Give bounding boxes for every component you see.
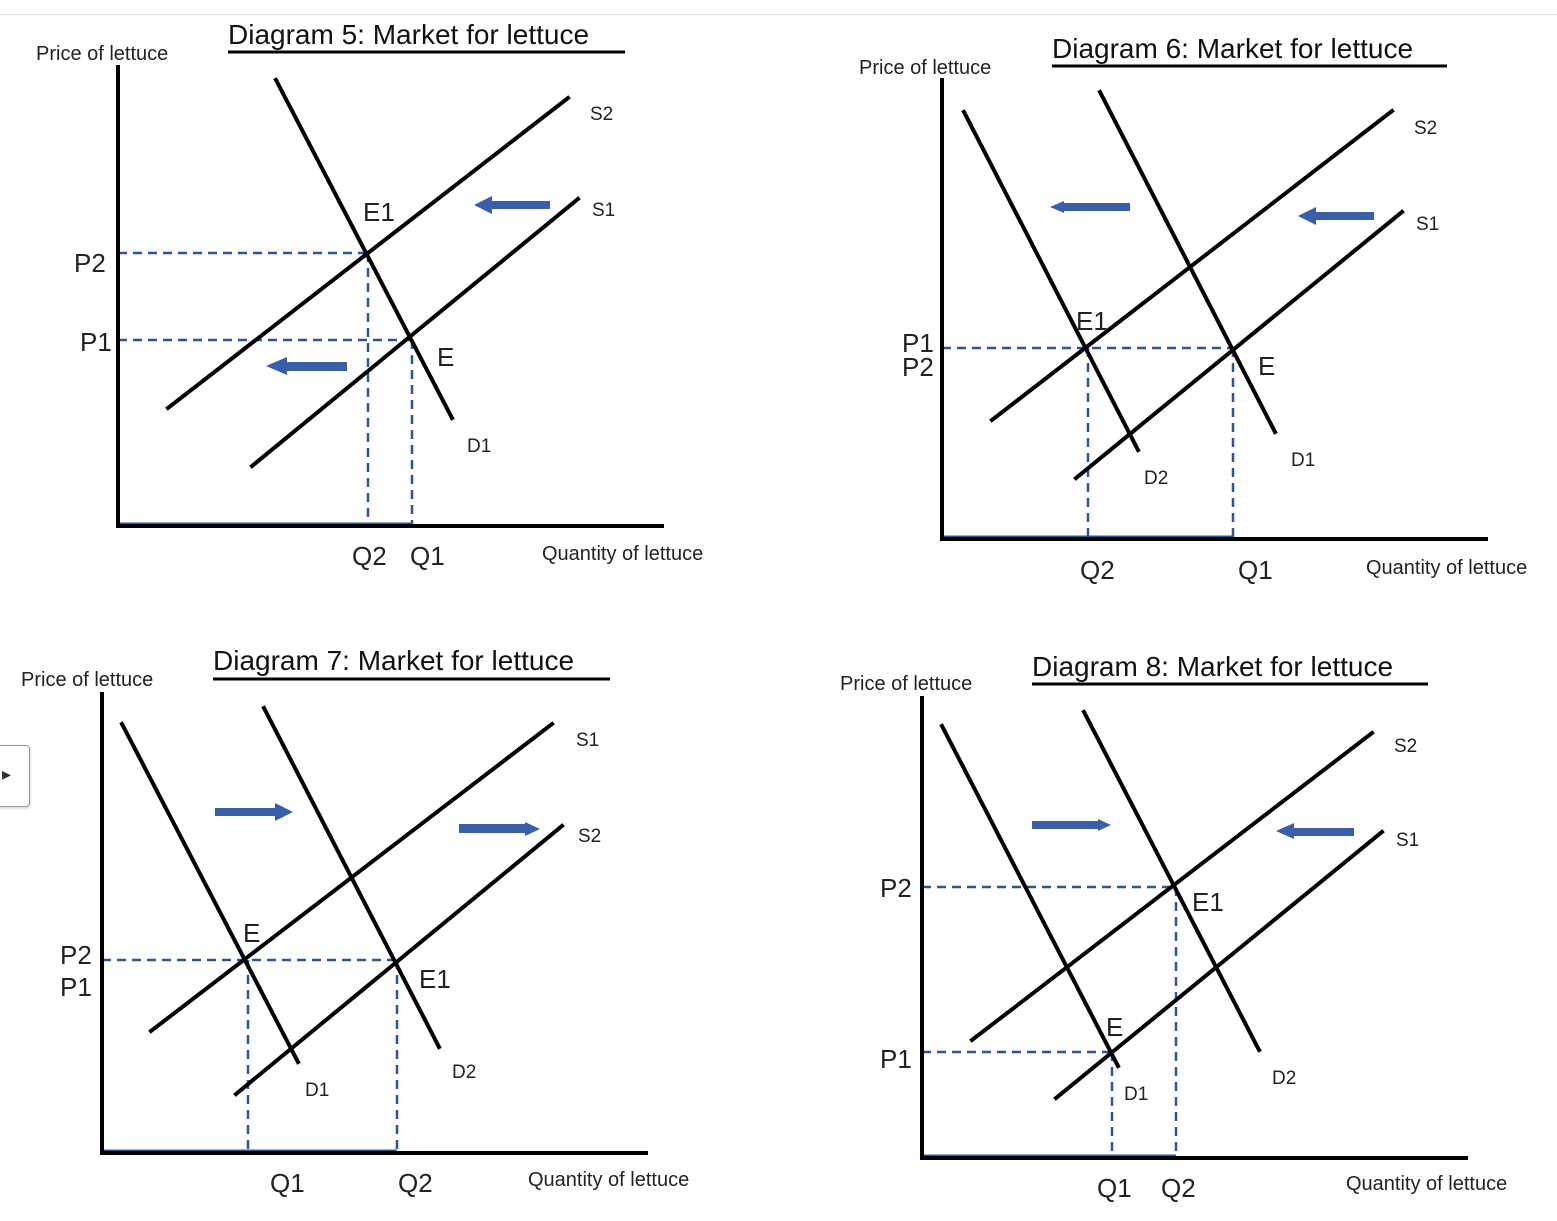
diagram-5-title: Diagram 5: Market for lettuce — [228, 19, 589, 50]
diagram-6-arrow-1 — [1062, 203, 1130, 211]
diagram-6-supply-s1 — [1073, 209, 1405, 481]
diagram-8-arrow-2 — [1292, 828, 1354, 836]
diagram-7-label-p1: P1 — [60, 972, 92, 1002]
diagram-7-label-d2: D2 — [452, 1062, 476, 1083]
diagram-5-arrow-1-head — [474, 196, 492, 214]
diagram-5-y-axis-title: Price of lettuce — [36, 43, 168, 65]
diagram-6-arrow-2-head — [1298, 207, 1316, 225]
diagram-5-arrow-2 — [285, 362, 347, 371]
diagram-5-label-e1: E1 — [363, 197, 395, 227]
diagram-6-demand-d1 — [1097, 89, 1278, 435]
diagram-8-label-q2: Q2 — [1161, 1173, 1196, 1203]
diagram-7-label-q2: Q2 — [398, 1168, 433, 1198]
diagram-8-label-s2: S2 — [1394, 736, 1417, 757]
diagram-6-label-d2: D2 — [1144, 468, 1168, 489]
diagram-5-label-s2: S2 — [590, 104, 613, 125]
diagram-8: Diagram 8: Market for lettuce Price of l… — [840, 651, 1507, 1203]
diagram-5-label-p2: P2 — [74, 248, 106, 278]
diagram-7-label-s1: S1 — [576, 730, 599, 751]
diagram-6-arrow-1-head — [1050, 201, 1064, 213]
diagram-7-arrow-2 — [459, 824, 527, 833]
diagram-5-label-d1: D1 — [467, 436, 491, 457]
diagram-8-title: Diagram 8: Market for lettuce — [1032, 651, 1393, 682]
diagram-6-label-q2: Q2 — [1080, 555, 1115, 585]
diagram-7-label-d1: D1 — [305, 1080, 329, 1101]
diagram-6-arrow-2 — [1314, 212, 1374, 220]
diagram-7-label-e1: E1 — [419, 964, 451, 994]
diagram-8-arrow-1 — [1032, 821, 1100, 829]
diagram-6-label-s2: S2 — [1414, 118, 1437, 139]
diagram-7-x-axis-title: Quantity of lettuce — [528, 1169, 689, 1191]
diagram-8-label-p2: P2 — [880, 873, 912, 903]
diagram-6-label-q1: Q1 — [1238, 555, 1273, 585]
diagram-5-arrow-2-head — [266, 357, 287, 375]
diagram-5-arrow-1 — [490, 201, 550, 209]
diagram-7-demand-d1 — [119, 721, 301, 1065]
diagram-8-x-axis-title: Quantity of lettuce — [1346, 1173, 1507, 1195]
diagram-5-label-q2: Q2 — [352, 541, 387, 571]
diagram-6-label-p1: P1 — [902, 328, 934, 358]
diagram-8-y-axis-title: Price of lettuce — [840, 673, 972, 695]
diagram-8-demand-d2 — [1081, 709, 1262, 1053]
diagram-8-label-d1: D1 — [1124, 1084, 1148, 1105]
diagram-7-label-p2: P2 — [60, 940, 92, 970]
diagram-7-label-s2: S2 — [578, 826, 601, 847]
diagram-7-arrow-2-head — [525, 822, 540, 836]
diagram-7-label-q1: Q1 — [270, 1168, 305, 1198]
diagram-8-supply-s1 — [1053, 829, 1385, 1101]
diagram-7-arrow-1 — [215, 808, 277, 816]
diagram-8-label-q1: Q1 — [1097, 1173, 1132, 1203]
diagram-8-label-e1: E1 — [1192, 887, 1224, 917]
diagram-6-title: Diagram 6: Market for lettuce — [1052, 33, 1413, 64]
diagram-6: Diagram 6: Market for lettuce Price of l… — [859, 33, 1527, 585]
diagram-5-label-e: E — [437, 342, 454, 372]
top-divider — [0, 14, 1557, 15]
diagram-7-arrow-1-head — [275, 803, 293, 821]
diagram-6-label-e: E — [1258, 351, 1275, 381]
diagram-5-supply-s1 — [249, 196, 581, 469]
chevron-right-icon: ▸ — [2, 764, 12, 784]
diagram-6-label-p2: P2 — [902, 352, 934, 382]
diagram-8-label-d2: D2 — [1272, 1068, 1296, 1089]
diagram-7-demand-d2 — [261, 705, 442, 1050]
diagram-8-label-e: E — [1106, 1012, 1123, 1042]
diagram-6-label-e1: E1 — [1076, 306, 1108, 336]
diagram-8-supply-s2 — [969, 730, 1375, 1043]
diagram-6-supply-s2 — [989, 108, 1395, 423]
diagram-5-label-q1: Q1 — [410, 541, 445, 571]
side-panel-toggle[interactable]: ▸ — [0, 745, 30, 807]
diagram-6-x-axis-title: Quantity of lettuce — [1366, 557, 1527, 579]
diagram-5: Diagram 5: Market for lettuce Price of l… — [36, 19, 703, 571]
diagram-8-demand-d1 — [939, 723, 1121, 1069]
diagram-7-y-axis-title: Price of lettuce — [21, 669, 153, 691]
diagram-7-label-e: E — [243, 918, 260, 948]
diagram-5-label-p1: P1 — [80, 327, 112, 357]
diagram-5-label-s1: S1 — [592, 200, 615, 221]
diagram-8-arrow-2-head — [1276, 823, 1294, 839]
diagram-5-x-axis-title: Quantity of lettuce — [542, 543, 703, 565]
diagram-8-label-p1: P1 — [880, 1044, 912, 1074]
diagram-6-y-axis-title: Price of lettuce — [859, 57, 991, 79]
diagram-7: Diagram 7: Market for lettuce Price of l… — [21, 645, 689, 1198]
diagram-8-label-s1: S1 — [1396, 830, 1419, 851]
diagram-6-label-d1: D1 — [1291, 450, 1315, 471]
diagram-6-label-s1: S1 — [1416, 214, 1439, 235]
diagram-8-arrow-1-head — [1098, 819, 1111, 831]
diagram-5-demand-d1 — [273, 77, 455, 421]
diagram-7-title: Diagram 7: Market for lettuce — [213, 645, 574, 676]
diagram-6-demand-d2 — [961, 109, 1141, 453]
